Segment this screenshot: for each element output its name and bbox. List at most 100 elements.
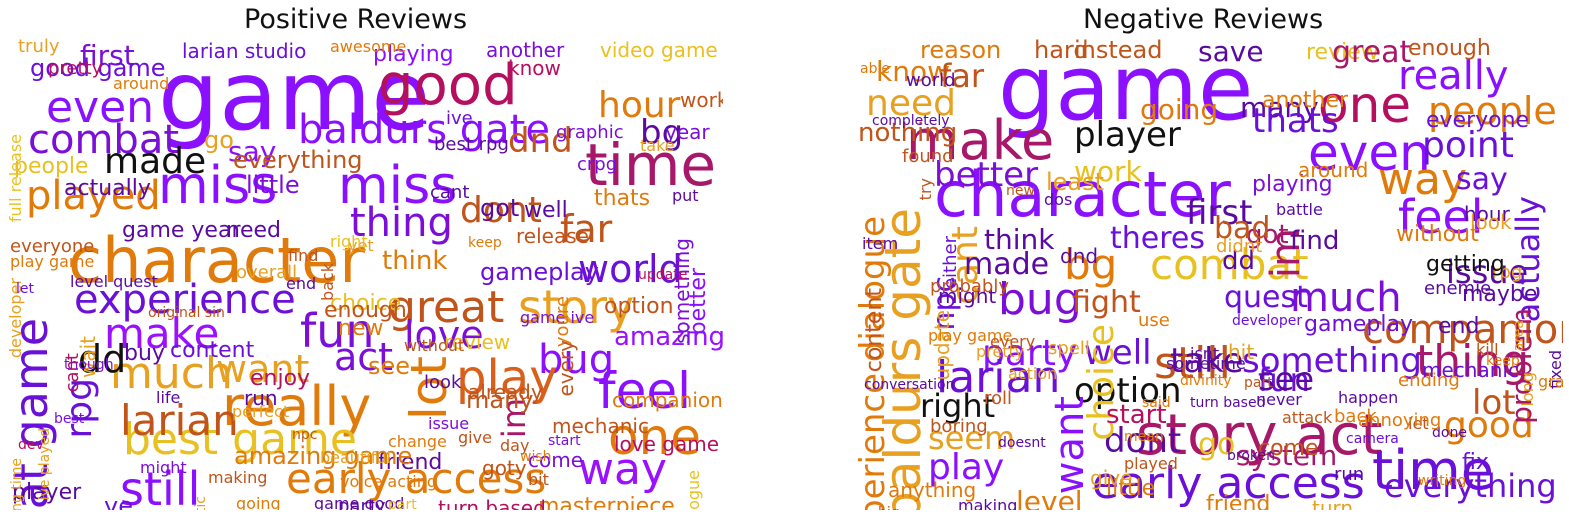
negative-reviews-title: Negative Reviews (1083, 4, 1324, 35)
negative-cloud-word: start (1106, 400, 1167, 430)
negative-cloud-word: give (1090, 466, 1133, 490)
negative-cloud-word: item (862, 234, 899, 253)
positive-cloud-word: goty (482, 456, 527, 480)
negative-cloud-word: big (878, 506, 900, 510)
negative-cloud-word: quest (1224, 280, 1308, 315)
negative-cloud-word: make (906, 109, 1055, 172)
negative-cloud-word: done (1432, 425, 1467, 441)
negative-cloud-word: broken (1227, 448, 1275, 464)
negative-cloud-word: right (920, 387, 996, 425)
negative-cloud-word: hit (1228, 340, 1255, 364)
positive-cloud-word: making (208, 468, 268, 487)
negative-cloud-word: kill (1476, 340, 1499, 359)
negative-cloud-word: level (1016, 485, 1083, 511)
negative-cloud-word: look (1470, 210, 1512, 234)
positive-cloud-word: right (330, 232, 368, 251)
negative-cloud-word: come (1258, 436, 1319, 461)
positive-cloud-word: bit (528, 470, 549, 489)
negative-cloud-word: theres (1110, 221, 1205, 256)
positive-cloud-word: best rpg (434, 134, 509, 155)
positive-cloud-word: thing (350, 200, 453, 246)
positive-cloud-word: hour (598, 85, 681, 126)
positive-cloud-word: voice acting (340, 472, 438, 491)
positive-cloud-word: ive played (37, 428, 53, 501)
negative-cloud-word: making (958, 496, 1018, 511)
negative-cloud-word: enemie (1424, 278, 1492, 299)
positive-cloud-word: amazing (614, 322, 723, 352)
positive-cloud-word: thats (594, 186, 651, 211)
negative-cloud-word: keep (1486, 353, 1520, 369)
negative-cloud-word: great (1332, 38, 1412, 70)
negative-cloud-word: fun (1258, 361, 1310, 399)
positive-cloud-word: give (458, 428, 492, 447)
positive-cloud-word: think (382, 246, 448, 276)
positive-cloud-word: release (516, 224, 589, 248)
positive-cloud-word: choice (330, 291, 402, 316)
positive-cloud-word: crpg (577, 154, 618, 175)
negative-cloud-word: still (1154, 338, 1231, 389)
negative-cloud-word: let (1408, 414, 1429, 433)
negative-cloud-word: mechanic (1422, 358, 1519, 382)
positive-cloud-word: story (518, 280, 635, 334)
positive-cloud-word: one (608, 408, 702, 466)
negative-cloud-word: fight (1072, 285, 1141, 320)
positive-cloud-word: part (388, 497, 417, 510)
positive-cloud-word: look (424, 372, 462, 393)
positive-word-cloud: game good baldurs gate miss miss time characte… (8, 38, 723, 510)
negative-cloud-word: played (1124, 454, 1178, 473)
negative-cloud-word: something (1242, 341, 1423, 381)
negative-cloud-word: another (1262, 88, 1349, 113)
negative-cloud-word: dont (1104, 421, 1182, 461)
positive-cloud-word: another (486, 38, 565, 62)
negative-cloud-word: camera (1346, 431, 1399, 447)
positive-cloud-word: good (378, 53, 518, 118)
negative-cloud-word: world (906, 70, 956, 91)
positive-cloud-word: playing (373, 42, 454, 67)
negative-cloud-word: bug (998, 274, 1082, 325)
positive-cloud-word: full release (8, 134, 25, 223)
positive-cloud-word: dialogue (684, 470, 703, 510)
positive-cloud-word: people (14, 154, 89, 179)
negative-cloud-word: developer (1232, 313, 1303, 329)
positive-cloud-word: miss (158, 156, 278, 216)
positive-cloud-word: mechanic (552, 414, 649, 438)
negative-cloud-word: mean (1124, 429, 1164, 445)
positive-cloud-word: amazing game (234, 442, 413, 470)
negative-cloud-word: well (1084, 333, 1152, 373)
negative-cloud-word: sometime (1166, 354, 1246, 373)
positive-cloud-word: even (46, 82, 155, 133)
positive-cloud-word: cant (430, 182, 470, 203)
negative-cloud-word: pretty (976, 342, 1025, 361)
positive-cloud-word: dev (18, 437, 44, 453)
negative-cloud-word: play (928, 447, 1005, 488)
negative-cloud-word: option (1074, 371, 1182, 411)
positive-cloud-word: let (16, 281, 34, 297)
positive-cloud-word: ye (104, 492, 133, 510)
positive-cloud-word: level quest (70, 272, 158, 291)
negative-cloud-word: combat (1150, 240, 1309, 289)
positive-cloud-word: played (26, 173, 161, 219)
negative-cloud-word: try (916, 178, 935, 201)
negative-cloud-word: end (1438, 314, 1480, 339)
negative-cloud-word: dnd (1060, 244, 1099, 268)
negative-cloud-word: graphic (1538, 372, 1563, 391)
positive-cloud-word: pretty (48, 58, 103, 79)
negative-cloud-word: say (1456, 162, 1508, 197)
positive-cloud-word: npc (292, 427, 318, 443)
positive-cloud-word: start (548, 433, 581, 449)
positive-cloud-word: made (104, 141, 207, 182)
negative-cloud-word: turn (1312, 496, 1354, 510)
negative-cloud-word: divinity (1180, 373, 1232, 389)
negative-cloud-word: run (1334, 464, 1365, 485)
negative-cloud-word: player (1074, 115, 1181, 155)
negative-cloud-word: even (1308, 124, 1431, 182)
negative-cloud-word: seem (928, 419, 1016, 457)
negative-cloud-word: issue (1446, 253, 1529, 291)
positive-cloud-word: overall (236, 262, 298, 283)
positive-cloud-word: way (578, 444, 667, 495)
negative-cloud-word: really (1398, 53, 1509, 99)
negative-cloud-word: need (866, 83, 956, 124)
positive-cloud-word: without (404, 336, 465, 355)
negative-cloud-word: think (984, 223, 1055, 256)
negative-cloud-word: many (1240, 91, 1319, 124)
